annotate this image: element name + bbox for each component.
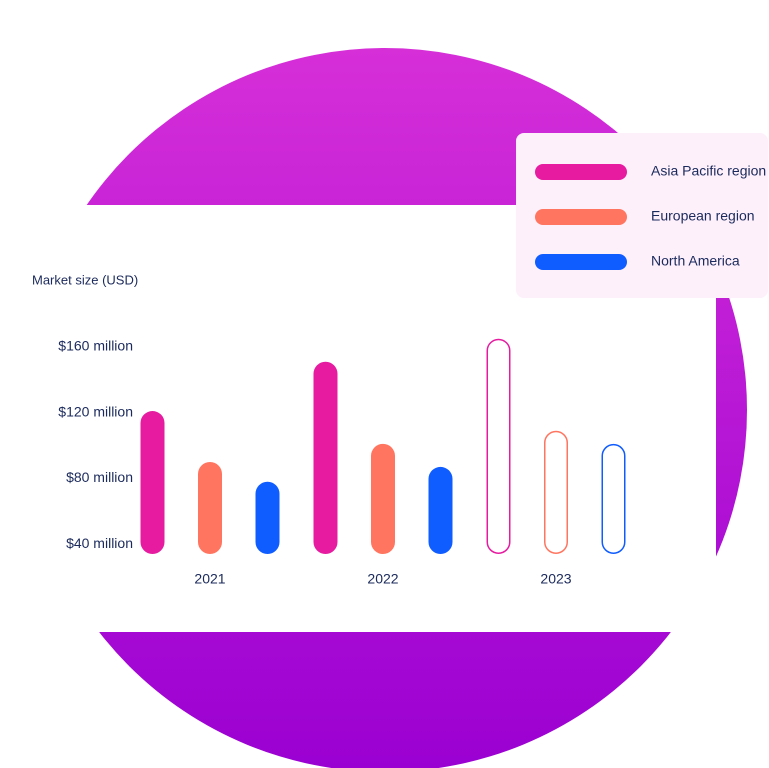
legend-swatch [535, 164, 627, 180]
bar [371, 443, 395, 554]
legend-label: Asia Pacific region [651, 163, 766, 179]
y-tick-label: $80 million [66, 469, 133, 485]
bar [255, 481, 280, 554]
legend-swatch [535, 209, 627, 225]
x-tick-label: 2023 [540, 571, 571, 587]
bar [486, 338, 511, 554]
legend-label: European region [651, 208, 755, 224]
y-tick-label: $40 million [66, 535, 133, 551]
x-tick-label: 2022 [367, 571, 398, 587]
y-tick-label: $160 million [58, 338, 133, 354]
bar [198, 461, 222, 554]
bar [140, 411, 165, 554]
bar [544, 430, 568, 555]
y-tick-label: $120 million [58, 403, 133, 419]
x-tick-label: 2021 [194, 571, 225, 587]
legend-swatch [535, 254, 627, 270]
axis-title: Market size (USD) [32, 272, 138, 287]
bar [428, 466, 453, 554]
legend-label: North America [651, 253, 740, 269]
bar [601, 443, 626, 554]
bar [313, 361, 338, 554]
